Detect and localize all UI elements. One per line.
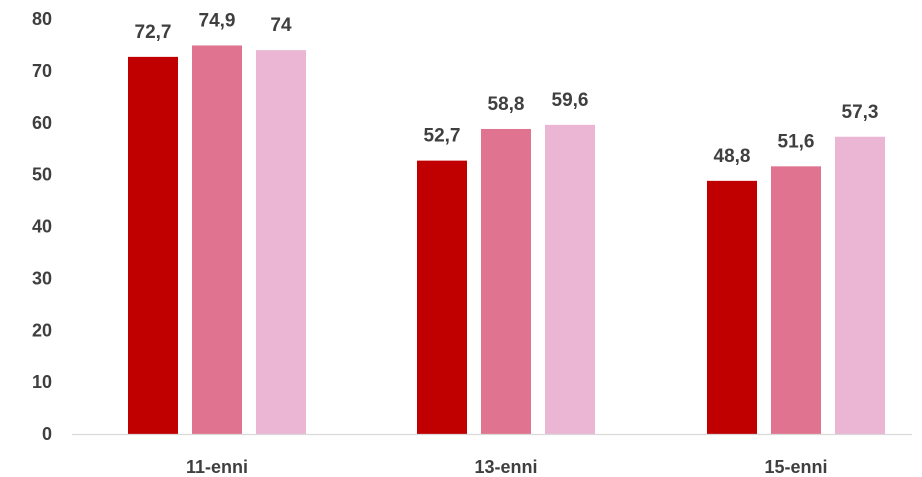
data-label: 58,8 [488,94,525,115]
bar [835,136,885,434]
data-label: 74 [270,15,292,36]
data-label: 51,6 [778,131,815,152]
bar [771,166,821,434]
y-tick-label: 0 [42,424,52,444]
y-tick-label: 60 [32,113,52,133]
data-label: 72,7 [135,22,172,43]
y-tick-label: 10 [32,372,52,392]
y-tick-label: 40 [32,217,52,237]
bar [417,160,467,434]
data-label: 74,9 [199,10,236,31]
y-axis-ticks: 0 10 20 30 40 50 60 70 80 [32,9,52,444]
data-label: 57,3 [842,102,879,123]
data-label: 59,6 [552,90,589,111]
bar [707,180,757,434]
y-tick-label: 70 [32,61,52,81]
data-labels: 72,7 74,9 74 52,7 58,8 59,6 48,8 51,6 57,3 [135,10,879,166]
x-category-label: 11-enni [186,457,248,477]
y-tick-label: 20 [32,320,52,340]
x-category-label: 13-enni [474,457,537,477]
y-tick-label: 30 [32,268,52,288]
bar [545,124,595,434]
x-category-label: 15-enni [764,457,827,477]
data-label: 52,7 [424,126,461,147]
bar [128,56,178,435]
x-axis-categories: 11-enni 13-enni 15-enni [186,457,828,477]
y-tick-label: 50 [32,165,52,185]
y-tick-label: 80 [32,9,52,29]
bars [128,45,885,435]
data-label: 48,8 [714,146,751,167]
bar [192,45,242,435]
bar [481,128,531,434]
bar [256,50,306,434]
